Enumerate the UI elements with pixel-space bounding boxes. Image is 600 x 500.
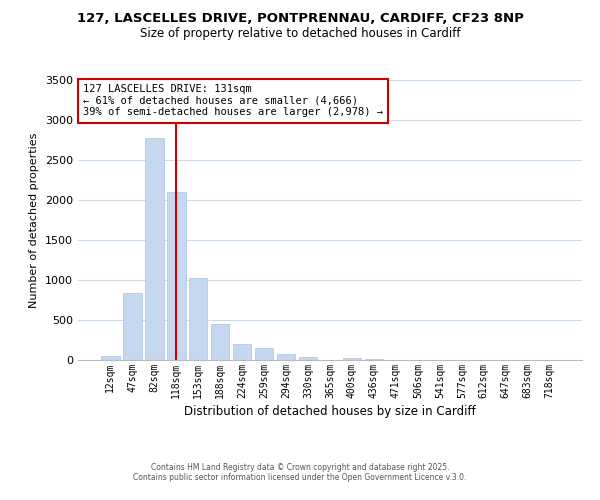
- Bar: [167, 192, 185, 360]
- Bar: [233, 344, 251, 360]
- Text: Contains HM Land Registry data © Crown copyright and database right 2025.: Contains HM Land Registry data © Crown c…: [151, 464, 449, 472]
- Bar: [343, 358, 361, 360]
- Bar: [123, 293, 142, 360]
- Bar: [277, 354, 295, 360]
- Text: Contains public sector information licensed under the Open Government Licence v.: Contains public sector information licen…: [133, 474, 467, 482]
- Text: 127, LASCELLES DRIVE, PONTPRENNAU, CARDIFF, CF23 8NP: 127, LASCELLES DRIVE, PONTPRENNAU, CARDI…: [77, 12, 523, 26]
- Y-axis label: Number of detached properties: Number of detached properties: [29, 132, 40, 308]
- Text: 127 LASCELLES DRIVE: 131sqm
← 61% of detached houses are smaller (4,666)
39% of : 127 LASCELLES DRIVE: 131sqm ← 61% of det…: [83, 84, 383, 117]
- Bar: [189, 278, 208, 360]
- Bar: [211, 324, 229, 360]
- Text: Size of property relative to detached houses in Cardiff: Size of property relative to detached ho…: [140, 28, 460, 40]
- Bar: [299, 357, 317, 360]
- X-axis label: Distribution of detached houses by size in Cardiff: Distribution of detached houses by size …: [184, 405, 476, 418]
- Bar: [145, 138, 164, 360]
- Bar: [101, 356, 119, 360]
- Bar: [255, 348, 274, 360]
